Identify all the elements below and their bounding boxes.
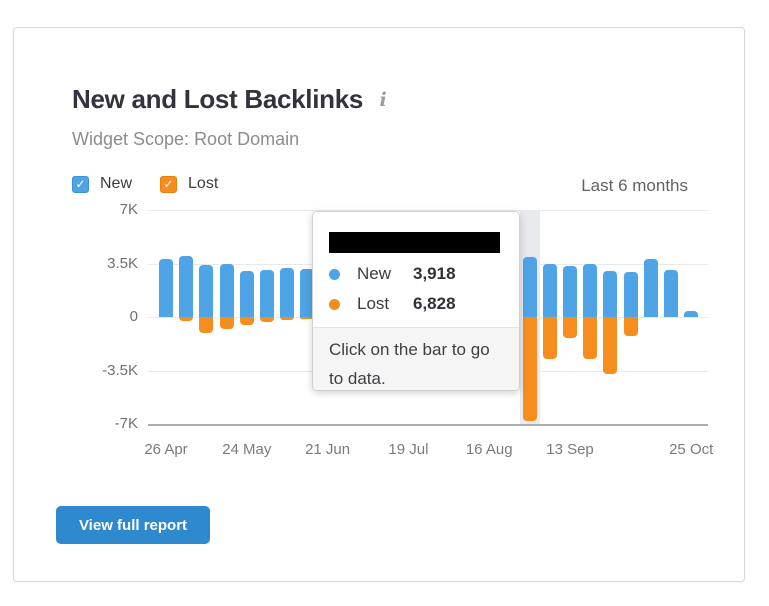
- bar-new-26[interactable]: [684, 310, 699, 317]
- x-axis-label: 24 May: [222, 441, 272, 458]
- tooltip-new-label: New: [357, 264, 392, 283]
- bar-lost-4[interactable]: [239, 317, 254, 326]
- bar-new-23[interactable]: [623, 272, 638, 317]
- tooltip-row-new: New 3,918: [329, 264, 456, 284]
- bar-new-20[interactable]: [563, 265, 577, 317]
- bar-new-24[interactable]: [643, 258, 658, 317]
- gridline: [148, 210, 708, 211]
- bar-lost-18[interactable]: [522, 317, 537, 422]
- chart-tooltip: New 3,918 Lost 6,828 Click on the bar to…: [312, 211, 520, 391]
- bar-new-21[interactable]: [583, 263, 598, 317]
- tooltip-new-value: 3,918: [413, 264, 456, 283]
- bar-lost-2[interactable]: [199, 317, 214, 334]
- x-axis: 26 Apr 24 May 21 Jun 19 Jul 16 Aug 13 Sep 25 O…: [144, 441, 713, 461]
- view-full-report-button[interactable]: View full report: [56, 506, 210, 544]
- bar-new-0[interactable]: [159, 259, 173, 317]
- y-axis-label: -3.5K: [102, 361, 138, 379]
- y-axis-label: 3.5K: [107, 254, 138, 272]
- bar-lost-6[interactable]: [280, 317, 295, 320]
- tooltip-footer-line2: to data.: [329, 369, 386, 388]
- new-checkbox-label[interactable]: New: [100, 175, 133, 192]
- tooltip-footer: Click on the bar to go to data.: [313, 327, 519, 390]
- bar-new-22[interactable]: [603, 271, 618, 317]
- bar-lost-20[interactable]: [563, 317, 577, 338]
- x-axis-label: 19 Jul: [388, 441, 429, 458]
- backlinks-widget-card: New and Lost Backlinks i Widget Scope: R…: [13, 27, 745, 582]
- x-axis-label: 25 Oct: [669, 441, 714, 458]
- y-axis-label: -7K: [114, 415, 138, 432]
- lost-checkbox[interactable]: ✓: [160, 175, 178, 193]
- bar-lost-21[interactable]: [583, 317, 598, 360]
- legend: ✓ New ✓ Lost: [72, 174, 218, 194]
- lost-checkbox-label[interactable]: Lost: [188, 175, 219, 192]
- bar-new-19[interactable]: [542, 263, 557, 317]
- bar-lost-22[interactable]: [603, 317, 618, 374]
- widget-scope-label: Widget Scope: Root Domain: [72, 129, 300, 149]
- bar-new-1[interactable]: [179, 255, 194, 317]
- tooltip-footer-line1: Click on the bar to go: [329, 340, 490, 359]
- bar-new-6[interactable]: [280, 267, 295, 317]
- bar-new-5[interactable]: [260, 269, 274, 317]
- bar-lost-3[interactable]: [219, 317, 234, 330]
- bar-lost-1[interactable]: [179, 317, 194, 321]
- bar-lost-23[interactable]: [623, 317, 638, 337]
- bar-new-4[interactable]: [239, 271, 254, 317]
- x-axis-label: 16 Aug: [465, 441, 513, 458]
- tooltip-title-redacted: [329, 232, 500, 253]
- bar-lost-7[interactable]: [300, 317, 315, 319]
- bar-new-18[interactable]: [522, 257, 537, 317]
- x-axis-label: 21 Jun: [305, 441, 351, 458]
- tooltip-row-lost: Lost 6,828: [329, 294, 456, 314]
- new-dot-icon: [329, 268, 340, 280]
- info-icon[interactable]: i: [379, 89, 387, 111]
- bar-new-2[interactable]: [199, 265, 214, 317]
- bar-new-7[interactable]: [300, 268, 315, 317]
- tooltip-lost-value: 6,828: [413, 294, 456, 313]
- bar-lost-19[interactable]: [542, 317, 557, 359]
- y-axis-label: 7K: [119, 201, 138, 218]
- bar-new-25[interactable]: [664, 270, 678, 317]
- tooltip-lost-label: Lost: [357, 294, 390, 313]
- bar-new-3[interactable]: [219, 263, 234, 317]
- lost-dot-icon: [329, 298, 340, 310]
- period-label: Last 6 months: [581, 176, 688, 195]
- bar-lost-5[interactable]: [260, 317, 274, 323]
- page-title: New and Lost Backlinks: [72, 84, 364, 114]
- widget-header: New and Lost Backlinks i: [72, 84, 387, 114]
- x-axis-label: 13 Sep: [546, 441, 594, 458]
- y-axis-label: 0: [129, 308, 138, 325]
- new-checkbox[interactable]: ✓: [72, 175, 89, 193]
- x-axis-label: 26 Apr: [144, 441, 188, 458]
